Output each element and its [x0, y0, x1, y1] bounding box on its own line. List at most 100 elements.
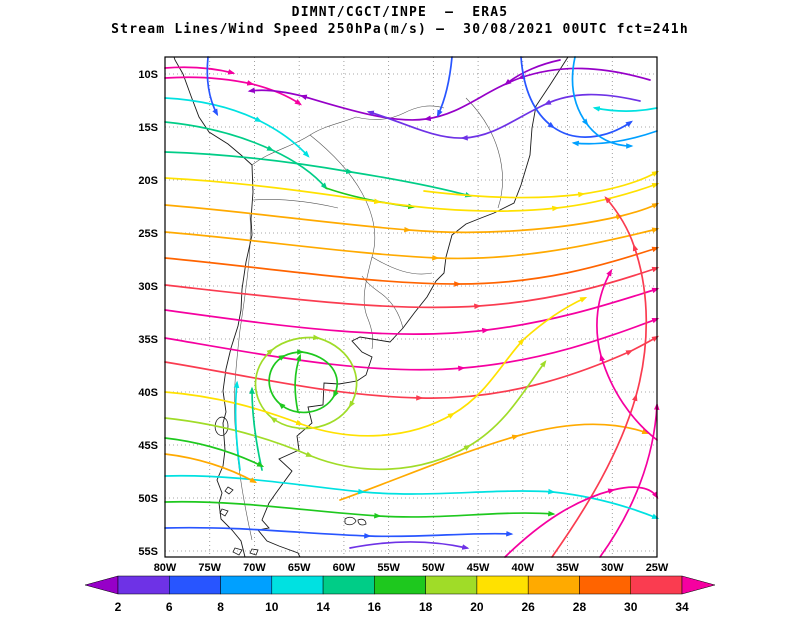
colorbar-label: 14: [316, 600, 330, 614]
streamline: [599, 402, 660, 558]
map-frame: [164, 56, 658, 558]
colorbar-segment: [579, 575, 631, 595]
streamline: [206, 56, 219, 117]
streamline: [233, 380, 241, 471]
country-border: [465, 97, 503, 209]
colorbar-label: 8: [217, 600, 224, 614]
streamline: [164, 500, 556, 519]
streamline: [339, 423, 650, 501]
streamline: [249, 386, 263, 471]
colorbar-label: 30: [624, 600, 638, 614]
streamline: [349, 541, 470, 550]
y-tick-label: 45S: [138, 440, 158, 452]
y-tick-label: 10S: [138, 69, 158, 81]
island: [232, 547, 243, 556]
streamline: [164, 97, 310, 158]
streamline: [164, 526, 514, 539]
streamlines-layer: [164, 56, 660, 558]
x-tick-label: 40W: [512, 562, 535, 574]
x-tick-label: 80W: [154, 562, 177, 574]
country-border: [361, 275, 404, 329]
colorbar-label: 26: [522, 600, 536, 614]
x-tick-label: 25W: [646, 562, 669, 574]
y-tick-label: 35S: [138, 334, 158, 346]
streamline: [571, 130, 658, 147]
colorbar-right-arrow: [681, 575, 716, 595]
streamline: [366, 93, 641, 141]
country-border: [363, 256, 374, 350]
colorbar-segment: [117, 575, 170, 595]
streamline: [164, 202, 660, 234]
colorbar-label: 6: [166, 600, 173, 614]
streamline: [164, 474, 660, 519]
streamline: [164, 360, 547, 471]
x-tick-label: 70W: [243, 562, 266, 574]
colorbar-label: 18: [419, 600, 433, 614]
streamline: [164, 287, 660, 336]
colorbar-segment: [476, 575, 529, 595]
chart-title-line-1: DIMNT/CGCT/INPE – ERA5: [291, 5, 509, 20]
streamline: [164, 453, 258, 484]
colorbar-segment: [425, 575, 478, 595]
colorbar-segment: [630, 575, 683, 595]
country-border: [371, 256, 433, 275]
colorbar-label: 20: [470, 600, 484, 614]
streamline: [164, 266, 660, 310]
axis-labels: 80W 75W 70W 65W 60W 55W 50W 45W 40W 35W 30W 25W 10S 1…: [138, 69, 669, 574]
colorbar-label: 28: [573, 600, 587, 614]
colorbar-segment: [527, 575, 580, 595]
colorbar-label: 2: [115, 600, 122, 614]
island: [249, 548, 259, 556]
island: [344, 516, 357, 526]
streamline: [571, 56, 634, 149]
colorbar-segment: [322, 575, 375, 595]
coastline: [173, 56, 254, 558]
x-tick-label: 50W: [422, 562, 445, 574]
y-tick-label: 40S: [138, 387, 158, 399]
streamline: [164, 121, 328, 190]
y-tick-label: 55S: [138, 546, 158, 558]
x-tick-label: 60W: [333, 562, 356, 574]
y-tick-label: 30S: [138, 281, 158, 293]
streamline: [294, 353, 302, 413]
island: [357, 518, 367, 526]
chart-title-line-2: Stream Lines/Wind Speed 250hPa(m/s) – 30…: [111, 22, 689, 37]
streamline: [592, 106, 658, 112]
streamline: [164, 335, 660, 401]
streamline: [164, 227, 660, 261]
streamline: [596, 268, 658, 441]
y-tick-label: 25S: [138, 228, 158, 240]
streamline: [504, 486, 659, 558]
island: [224, 486, 234, 495]
streamline: [504, 59, 561, 86]
island: [219, 508, 229, 517]
streamline: [522, 297, 588, 341]
colorbar-left-arrow: [84, 575, 119, 595]
x-tick-label: 55W: [377, 562, 400, 574]
coastline-layer: [173, 56, 569, 558]
streamline: [164, 66, 236, 75]
streamline: [254, 334, 358, 430]
colorbar-segment: [374, 575, 426, 595]
x-tick-label: 75W: [198, 562, 221, 574]
colorbar: 2 6 8 10 14 16 18 20 26 28 30 34: [84, 575, 716, 614]
colorbar-label: 10: [265, 600, 279, 614]
y-tick-label: 20S: [138, 175, 158, 187]
colorbar-label: 16: [368, 600, 382, 614]
streamline: [164, 318, 660, 372]
streamline: [164, 151, 473, 198]
colorbar-label: 34: [675, 600, 689, 614]
colorbar-segment: [169, 575, 221, 595]
streamline: [436, 56, 453, 118]
x-tick-label: 35W: [556, 562, 579, 574]
y-tick-label: 50S: [138, 493, 158, 505]
x-tick-label: 65W: [288, 562, 311, 574]
x-tick-label: 30W: [601, 562, 624, 574]
country-border: [252, 199, 339, 209]
streamline: [164, 246, 660, 287]
colorbar-segment: [271, 575, 324, 595]
colorbar-segment: [220, 575, 273, 595]
y-tick-label: 15S: [138, 122, 158, 134]
